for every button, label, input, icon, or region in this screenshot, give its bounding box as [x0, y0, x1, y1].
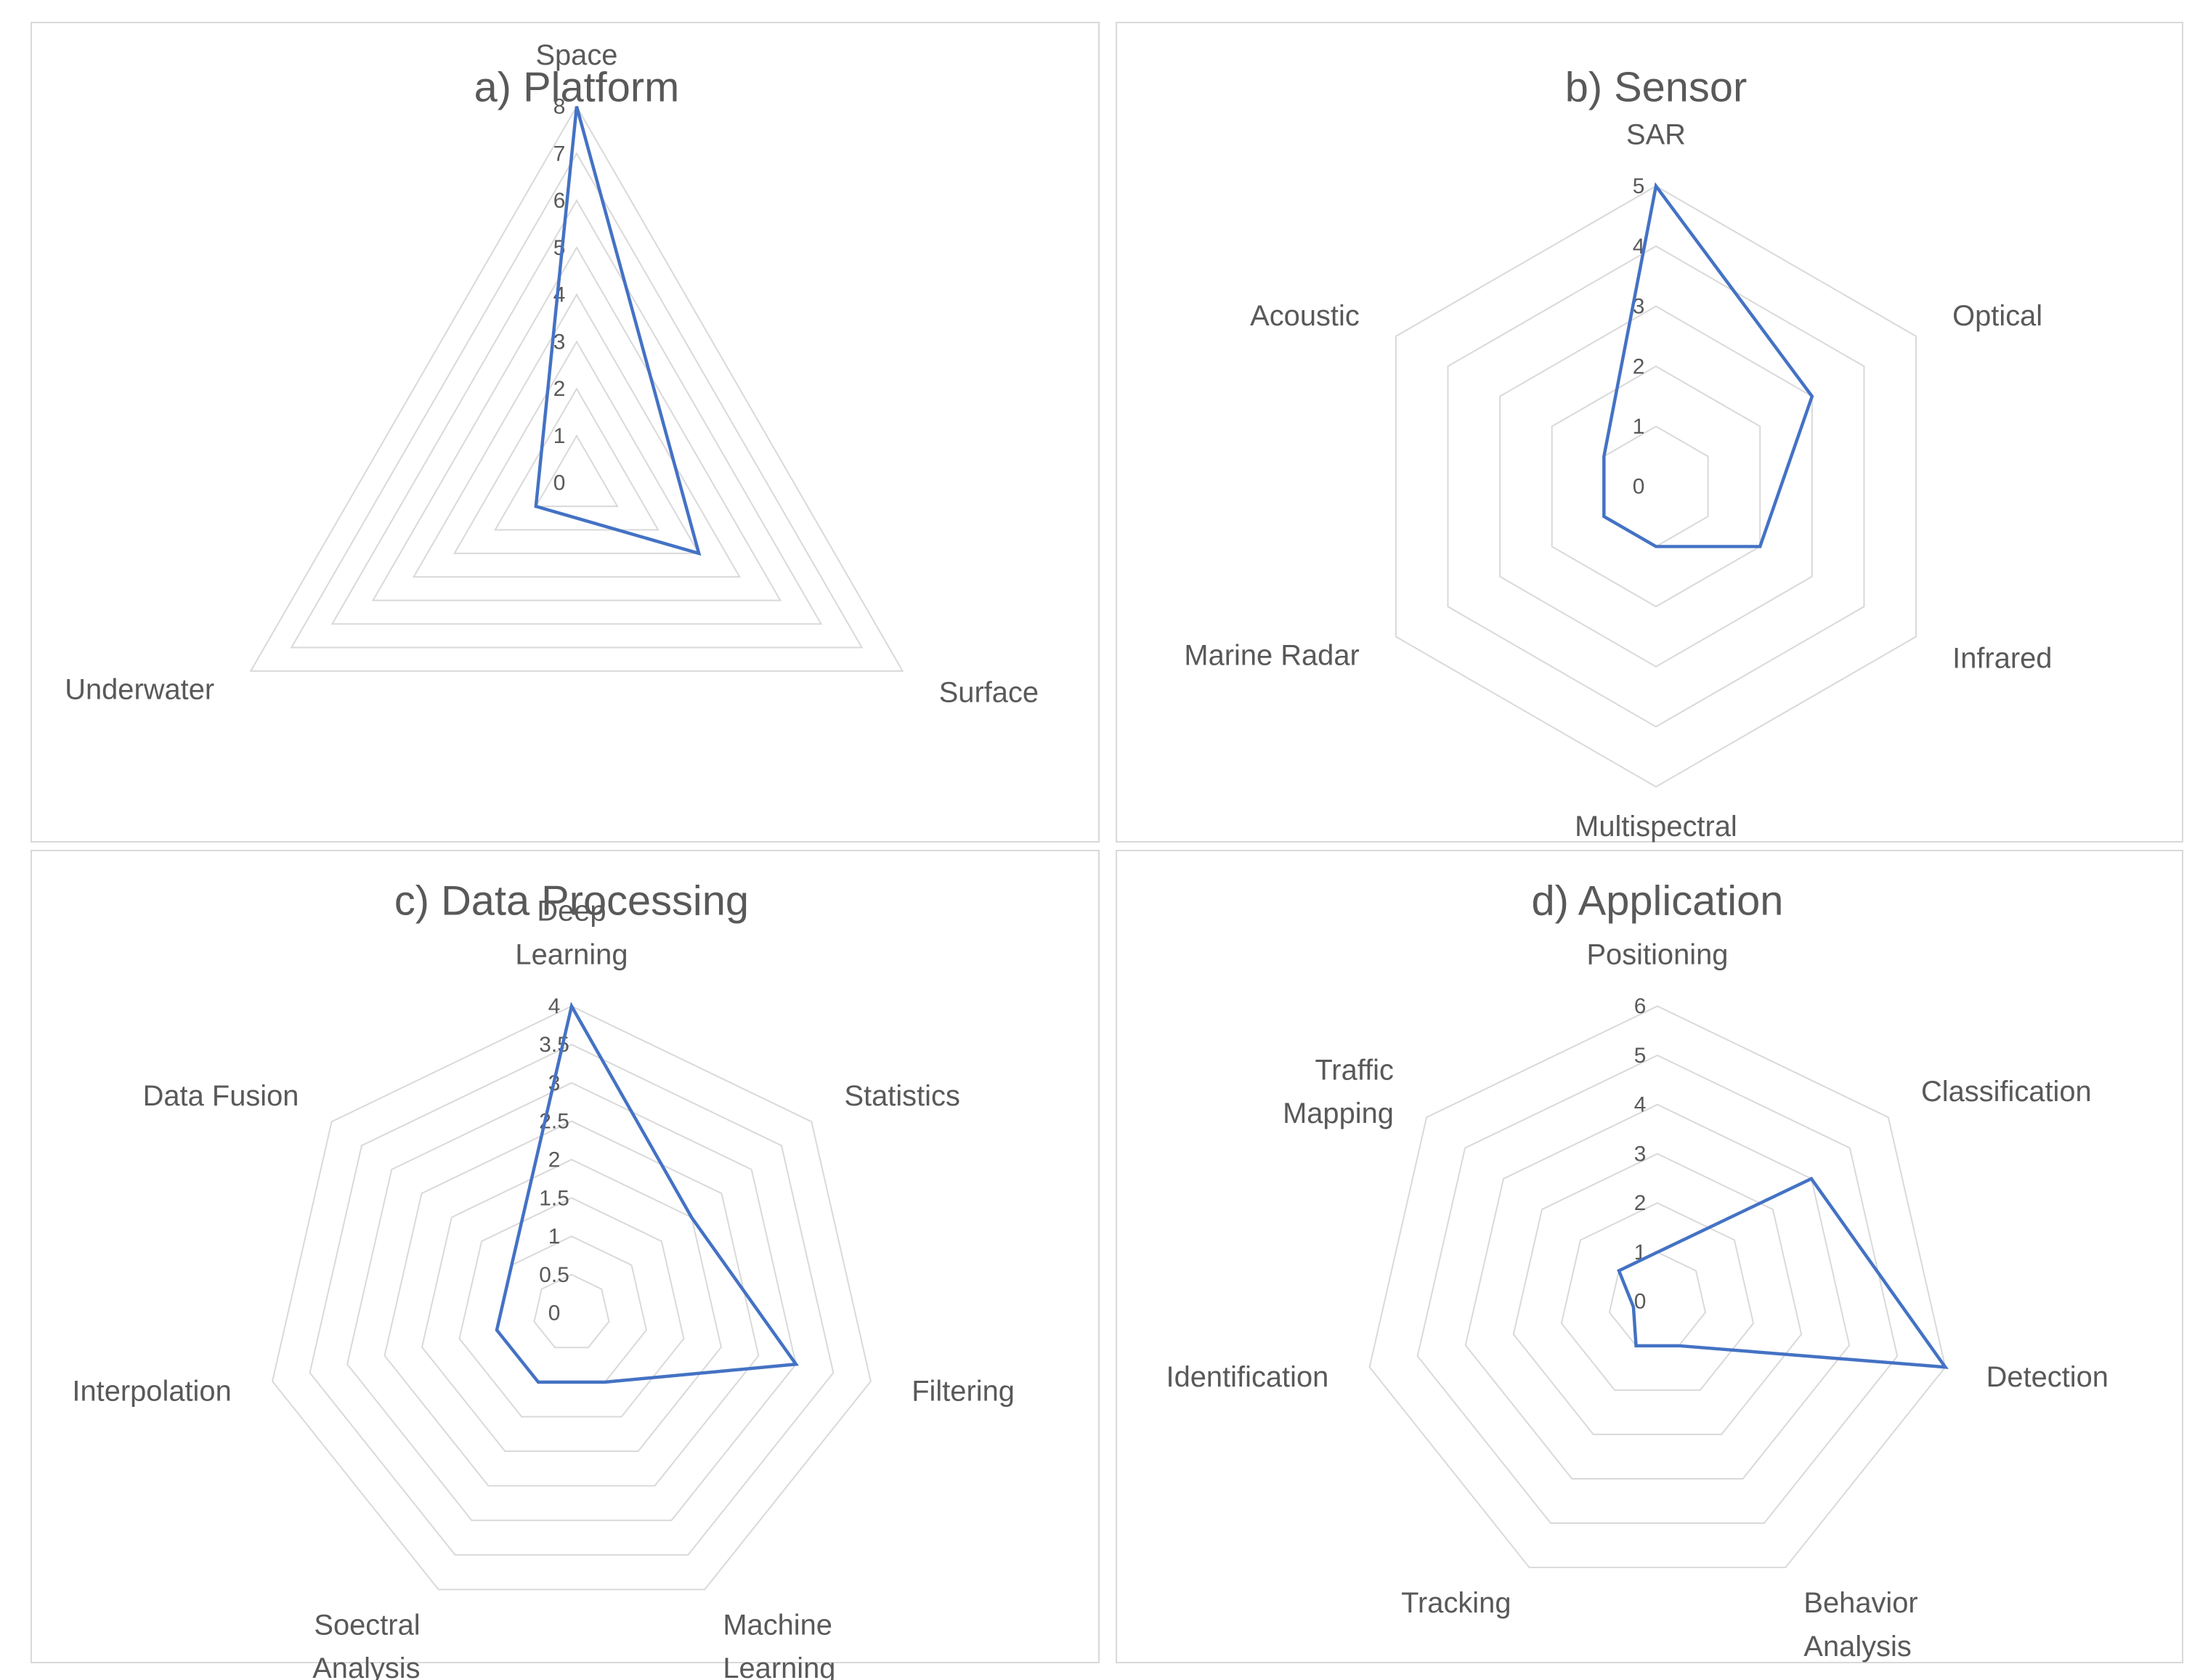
tick-label: 8: [553, 95, 566, 119]
tick-label: 3: [1634, 1142, 1647, 1166]
tick-label: 0.5: [539, 1263, 569, 1287]
tick-label: 0: [553, 471, 566, 495]
grid-ring: [1603, 425, 1709, 548]
grid-ring: [1608, 1251, 1707, 1347]
radar-panel-application: d) Application 0 1 2 3 4 5 6 Positioning Classifi…: [1116, 850, 2183, 1663]
tick-label: 5: [1633, 174, 1645, 198]
category-label: Infrared: [1952, 642, 2052, 674]
grid-ring: [346, 1082, 797, 1522]
category-label: Underwater: [65, 674, 214, 706]
radar-panel-data-processing: c) Data Processing 0 0.5 1 1.5 2 2.5 3 3.5 4 Deep L…: [31, 850, 1100, 1680]
tick-label: 7: [553, 142, 566, 166]
grid-ring: [1464, 1103, 1851, 1480]
grid-ring: [1551, 365, 1761, 608]
tick-label: 0: [1633, 475, 1645, 499]
category-label: Analysis: [312, 1652, 420, 1680]
radar-chart-sensor: b) Sensor012345SAROpticalInfraredMultisp…: [1184, 65, 2052, 843]
category-label: Data Fusion: [143, 1080, 299, 1112]
grid-ring: [1368, 1005, 1947, 1569]
tick-label: 5: [1634, 1044, 1647, 1068]
grid-ring: [330, 199, 823, 625]
category-label: Machine: [723, 1609, 832, 1641]
category-label: Identification: [1166, 1361, 1329, 1393]
chart-title: b) Sensor: [1565, 65, 1748, 111]
grid-ring: [271, 1005, 872, 1591]
category-label: Traffic: [1315, 1054, 1393, 1086]
category-label: Statistics: [844, 1080, 959, 1112]
series-line: [1617, 1176, 1949, 1369]
grid-ring: [494, 387, 659, 531]
chart-title: c) Data Processing: [394, 878, 749, 925]
category-label: Detection: [1986, 1361, 2108, 1393]
category-label: Multispectral: [1575, 811, 1737, 843]
radar-chart-application: d) Application0123456PositioningClassifi…: [1166, 878, 2108, 1663]
category-label: Classification: [1921, 1076, 2092, 1108]
radar-panel-platform: a) Platform 0 1 2 3 4 5 6 7 8 Space Surface Underwat…: [31, 22, 1100, 843]
grid-ring: [1416, 1054, 1899, 1525]
series-line: [495, 1002, 799, 1384]
category-label: Behavior: [1803, 1587, 1917, 1619]
grid-ring: [383, 1120, 760, 1487]
grid-ring: [535, 434, 619, 508]
category-label: Interpolation: [72, 1376, 231, 1408]
radar-chart-platform: a) Platform012345678SpaceSurfaceUnderwat…: [65, 39, 1039, 709]
category-label: Positioning: [1586, 938, 1728, 970]
tick-label: 2: [1634, 1191, 1647, 1215]
series-line: [534, 106, 702, 556]
category-label: Learning: [515, 938, 628, 970]
grid-ring: [1512, 1153, 1803, 1435]
series-line: [1602, 182, 1814, 548]
category-label: Soectral: [314, 1609, 420, 1641]
category-label: Optical: [1952, 300, 2042, 332]
grid-ring: [412, 293, 742, 578]
category-label: Learning: [723, 1652, 835, 1680]
tick-label: 0: [548, 1302, 561, 1326]
category-label: Filtering: [912, 1376, 1015, 1408]
grid-ring: [458, 1197, 685, 1418]
grid-ring: [1447, 245, 1865, 728]
category-label: Deep: [537, 896, 606, 928]
category-label: SAR: [1626, 118, 1686, 150]
category-label: Analysis: [1803, 1631, 1911, 1663]
grid-ring: [309, 1043, 835, 1556]
category-label: Mapping: [1283, 1097, 1394, 1129]
radar-panel-sensor: b) Sensor 0 1 2 3 4 5 SAR Optical Infrared Multisp…: [1116, 22, 2183, 843]
chart-title: d) Application: [1531, 878, 1783, 925]
tick-label: 6: [553, 189, 566, 213]
grid-ring: [533, 1273, 610, 1349]
tick-label: 2: [548, 1148, 561, 1172]
tick-label: 1.5: [539, 1186, 569, 1210]
radar-chart-data-processing: c) Data Processing00.511.522.533.54DeepL…: [72, 878, 1015, 1680]
tick-label: 2: [553, 377, 566, 401]
category-label: Surface: [939, 677, 1039, 709]
category-label: Acoustic: [1250, 300, 1360, 332]
tick-label: 2: [1633, 354, 1645, 378]
grid-ring: [1560, 1202, 1755, 1391]
tick-label: 4: [548, 994, 561, 1018]
tick-label: 4: [1634, 1093, 1647, 1117]
grid-ring: [249, 105, 904, 672]
category-label: Marine Radar: [1184, 639, 1359, 671]
grid-ring: [371, 245, 782, 601]
tick-label: 3: [553, 330, 566, 354]
tick-label: 1: [548, 1225, 561, 1249]
grid-ring: [1395, 185, 1917, 788]
grid-ring: [421, 1158, 722, 1453]
tick-label: 1: [1633, 415, 1645, 439]
tick-label: 6: [1634, 994, 1647, 1018]
category-label: Space: [535, 39, 617, 71]
tick-label: 1: [553, 424, 566, 448]
grid-ring: [1499, 305, 1813, 668]
chart-title: a) Platform: [474, 65, 680, 111]
grid-ring: [290, 152, 864, 649]
tick-label: 0: [1634, 1290, 1647, 1314]
category-label: Tracking: [1401, 1587, 1511, 1619]
grid-ring: [452, 340, 700, 554]
